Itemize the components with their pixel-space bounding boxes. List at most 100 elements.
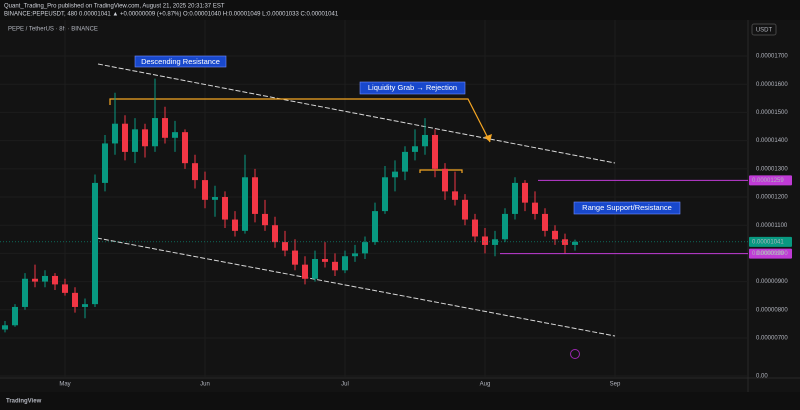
candle-body	[312, 259, 318, 279]
candle-body	[332, 261, 338, 271]
candle-body	[122, 123, 128, 152]
x-tick-label: May	[59, 382, 70, 388]
level-label: 0.00000999	[752, 251, 784, 257]
candle-body	[272, 225, 278, 243]
annotation-box	[134, 55, 227, 68]
candle-body	[442, 168, 448, 192]
level-label: 0.00001259	[752, 178, 784, 184]
candle-body	[252, 177, 258, 214]
candle-body	[102, 143, 108, 183]
candle-body	[132, 129, 138, 152]
annotation-box	[573, 201, 681, 215]
x-tick-label: Sep	[610, 382, 621, 388]
candle-body	[222, 197, 228, 220]
candle-body	[72, 292, 78, 307]
y-tick-label: 0.00001400	[756, 138, 788, 144]
candle-body	[432, 134, 438, 169]
candle-body	[302, 264, 308, 279]
drawings	[96, 63, 616, 359]
candle-body	[162, 118, 168, 138]
candle-body	[262, 213, 268, 226]
candle-body	[462, 199, 468, 220]
candle-body	[212, 197, 218, 200]
candle-body	[362, 242, 368, 254]
level-tag	[749, 175, 792, 186]
candle-body	[172, 132, 178, 138]
candles	[2, 78, 578, 333]
candle-body	[32, 278, 38, 282]
candle-body	[42, 275, 48, 282]
y-tick-label: 0.00001600	[756, 82, 788, 88]
brand: TradingView	[6, 399, 42, 405]
candle-body	[22, 278, 28, 307]
annotation-box	[359, 81, 466, 95]
candle-body	[422, 134, 428, 147]
symbol-line: BINANCE:PEPEUSDT, 480 0.00001041 ▲ +0.00…	[4, 12, 339, 18]
y-tick-label: 0.00001700	[756, 54, 788, 60]
annotation: Descending Resistance	[141, 57, 220, 66]
candle-body	[12, 306, 18, 326]
levels: 0.00001259 0.00001041 0.00000999	[0, 175, 792, 259]
y-tick-label: 0.00001000	[756, 251, 788, 257]
candle-body	[232, 219, 238, 231]
candle-body	[92, 182, 98, 305]
candle-body	[192, 163, 198, 181]
chart-title: PEPE / TetherUS · 8h · BINANCE	[8, 27, 98, 33]
descending-support-line	[96, 237, 616, 337]
candle-body	[292, 250, 298, 265]
level-tag	[749, 236, 792, 247]
descending-resistance-line	[97, 63, 616, 164]
y-tick-label: 0.00000900	[756, 279, 788, 285]
candle-body	[62, 284, 68, 293]
footer-bar	[0, 392, 800, 410]
candle-body	[472, 219, 478, 237]
x-tick-label: Jul	[341, 382, 349, 388]
candle-body	[382, 177, 388, 212]
candle-body	[412, 146, 418, 152]
currency-box	[751, 23, 777, 36]
candle-body	[512, 182, 518, 214]
x-tick-label: Jun	[200, 382, 210, 388]
candle-body	[552, 230, 558, 240]
candle-body	[52, 275, 58, 285]
level-label: 0.00001041	[752, 239, 784, 245]
candle-body	[482, 236, 488, 245]
y-tick-label: 0.00	[756, 374, 768, 380]
publisher: Quant_Trading_Pro published on TradingVi…	[4, 4, 225, 10]
y-tick-label: 0.00001500	[756, 110, 788, 116]
candle-body	[452, 191, 458, 200]
candle-body	[532, 202, 538, 214]
candle-body	[82, 304, 88, 307]
candle-body	[322, 259, 328, 262]
candle-body	[542, 213, 548, 231]
candle-body	[2, 325, 8, 330]
y-tick-label: 0.00000700	[756, 336, 788, 342]
event-icon	[570, 349, 580, 359]
currency: USDT	[756, 28, 773, 34]
candle-body	[522, 182, 528, 203]
x-tick-label: Aug	[480, 382, 491, 388]
candle-body	[392, 171, 398, 178]
candle-body	[402, 151, 408, 172]
candle-body	[202, 180, 208, 200]
candle-body	[372, 211, 378, 243]
y-tick-label: 0.00001200	[756, 195, 788, 201]
annotation: Liquidity Grab → Rejection	[368, 83, 457, 92]
candle-body	[242, 177, 248, 231]
candle-body	[112, 123, 118, 144]
candle-body	[352, 253, 358, 257]
y-tick-label: 0.00001100	[756, 223, 788, 229]
liquidity-line	[109, 98, 491, 143]
annotation: Range Support/Resistance	[582, 203, 672, 212]
candle-body	[142, 129, 148, 147]
y-tick-label: 0.00001300	[756, 166, 788, 172]
candle-body	[342, 256, 348, 271]
candle-body	[572, 241, 578, 245]
candle-body	[152, 118, 158, 147]
retest-line	[419, 169, 463, 173]
level-tag	[749, 248, 792, 259]
candle-body	[182, 132, 188, 164]
arrowhead	[484, 134, 492, 142]
